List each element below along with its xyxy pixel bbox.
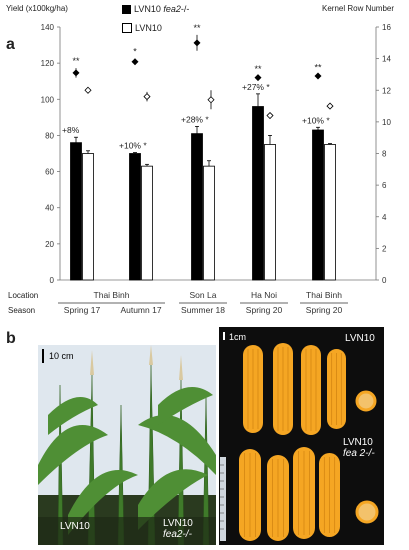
right-tick-label: 0 [382,276,387,285]
season-label: Spring 20 [306,305,343,315]
percent-label: +10% * [119,141,147,151]
row-marker-wildtype [143,93,151,101]
right-tick-label: 14 [382,55,391,64]
right-tick-label: 16 [382,23,391,32]
location-label: Son La [190,290,217,300]
plants-illustration [38,345,216,545]
row-significance: * [133,47,137,57]
right-tick-label: 6 [382,181,387,190]
left-tick-label: 0 [50,276,55,285]
row-marker-mutant [314,72,322,80]
percent-label: +10% * [302,115,330,125]
legend-label-mutant: LVN10 fea2-/- [134,4,190,14]
season-label: Spring 20 [246,305,283,315]
bar-mutant [312,129,324,281]
bar-wildtype [82,153,94,281]
right-tick-label: 4 [382,213,387,222]
right-axis-title: Kernel Row Number [322,4,395,13]
left-tick-label: 120 [41,59,55,68]
bar-wildtype [264,144,276,281]
right-tick-label: 10 [382,118,391,127]
legend-item-wildtype: LVN10 [122,23,162,33]
season-label: Autumn 17 [120,305,161,315]
row-marker-wildtype [326,102,334,110]
chart-bars [70,93,336,281]
row-significance: ** [193,23,201,33]
left-tick-label: 40 [45,204,54,213]
location-row-label: Location [8,291,39,300]
left-tick-label: 140 [41,23,55,32]
row-significance: ** [314,62,322,72]
bar-mutant [252,106,264,281]
ears-bottom-label: LVN10 fea 2-/- [343,437,375,459]
ear-cross-section [355,390,377,412]
plants-scale-bar [42,349,44,363]
right-tick-label: 12 [382,86,391,95]
row-significance: ** [254,64,262,74]
plants-label-right: LVN10 fea2-/- [163,518,193,540]
season-label: Spring 17 [64,305,101,315]
season-row-label: Season [8,306,36,315]
legend-swatch-mutant [122,4,131,14]
chart-axes: 0 20 40 60 80 100 120 140 0 2 4 6 8 10 12 14 16 [41,23,392,285]
ears-photo: 1cm LVN10 LVN10 fea 2-/- [219,327,384,545]
row-marker-mutant [254,74,262,82]
panel-b-label: b [6,330,16,347]
percent-label: +8% [62,125,80,135]
ear-cross-section [355,500,379,524]
percent-label: +28% * [181,114,209,124]
location-label: Thai Binh [94,290,130,300]
plants-scale-label: 10 cm [49,351,74,361]
bar-mutant [129,153,141,281]
bar-wildtype [141,165,153,281]
right-tick-label: 8 [382,150,387,159]
chart-labels: +8% ** Spring 17 +10% * * Autumn 17 +28% * ** Su… [58,23,348,315]
left-tick-label: 20 [45,240,54,249]
row-marker-mutant [193,39,201,47]
row-marker-mutant [72,69,80,77]
row-marker-wildtype [84,86,92,94]
legend-swatch-wildtype [122,23,132,33]
right-tick-label: 2 [382,244,387,253]
bar-mutant [191,133,203,281]
ears-illustration [220,343,379,541]
row-marker-mutant [131,58,139,66]
yield-kernel-chart: 0 20 40 60 80 100 120 140 0 2 4 6 8 10 12 14 16 +8% ** Spr… [41,23,392,315]
bar-mutant [70,142,82,281]
row-significance: ** [72,56,80,66]
legend-item-mutant: LVN10 fea2-/- [122,4,189,14]
season-label: Summer 18 [181,305,225,315]
location-label: Thai Binh [306,290,342,300]
left-axis-title: Yield (x100kg/ha) [6,4,68,13]
panel-a-label: a [6,36,15,53]
left-tick-label: 100 [41,95,55,104]
bar-wildtype [203,165,215,281]
row-marker-wildtype [207,96,215,104]
percent-label: +27% * [242,82,270,92]
row-marker-wildtype [266,111,274,120]
plants-label-left: LVN10 [60,521,90,532]
left-tick-label: 80 [45,131,54,140]
bar-wildtype [324,144,336,281]
location-label: Ha Noi [251,290,277,300]
chart-markers [72,34,334,120]
ears-scale-label: 1cm [229,332,247,342]
legend-label-wildtype: LVN10 [135,23,162,33]
ears-scale-bar [223,332,225,340]
ears-top-label: LVN10 [345,333,375,344]
left-tick-label: 60 [45,168,54,177]
plants-photo: 10 cm LVN10 LVN10 fea2-/- [38,345,216,545]
